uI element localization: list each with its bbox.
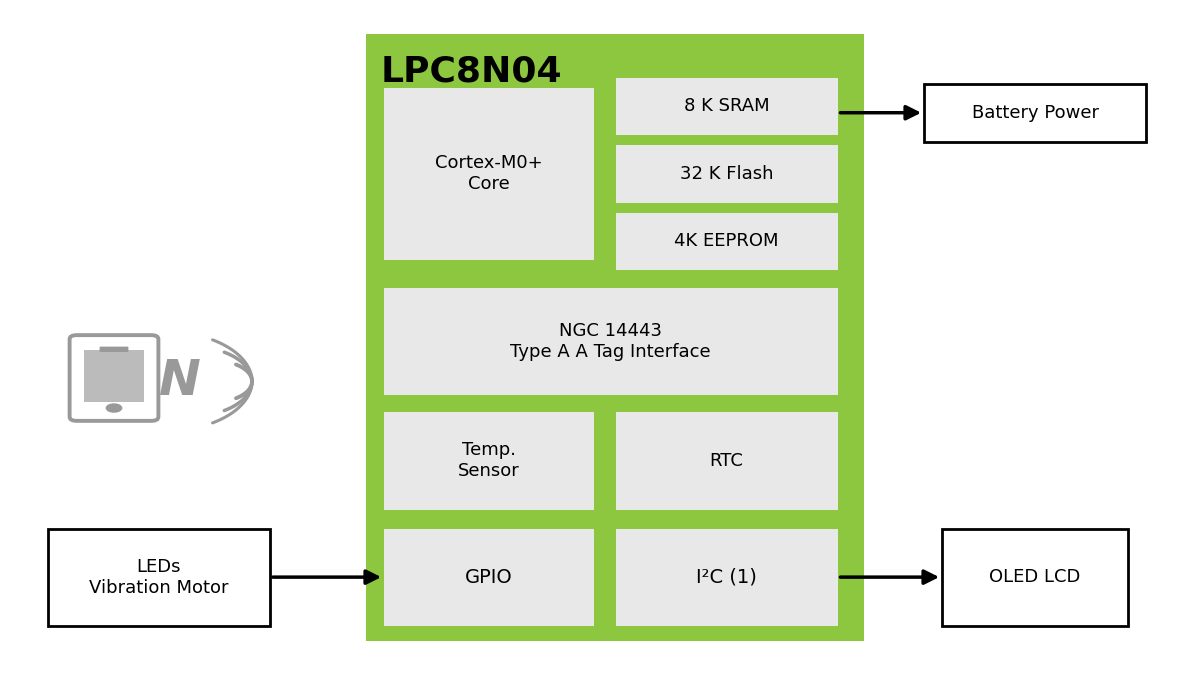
Text: Cortex-M0+
Core: Cortex-M0+ Core	[436, 155, 542, 193]
Bar	[366, 34, 864, 641]
Bar	[942, 529, 1128, 626]
Text: RTC: RTC	[709, 452, 744, 470]
Text: 32 K Flash: 32 K Flash	[680, 165, 773, 183]
Text: I²C (1): I²C (1)	[696, 568, 757, 587]
Text: Battery Power: Battery Power	[972, 104, 1098, 122]
Text: Temp.
Sensor: Temp. Sensor	[458, 441, 520, 480]
Bar	[616, 529, 838, 626]
Text: LEDs
Vibration Motor: LEDs Vibration Motor	[89, 558, 229, 597]
Text: 4K EEPROM: 4K EEPROM	[674, 232, 779, 250]
Text: N: N	[160, 357, 200, 406]
Bar	[616, 78, 838, 135]
Circle shape	[106, 403, 122, 412]
Text: 8 K SRAM: 8 K SRAM	[684, 97, 769, 115]
Bar	[616, 412, 838, 510]
Bar	[384, 412, 594, 510]
Bar	[616, 213, 838, 270]
Bar	[84, 350, 144, 402]
Bar	[48, 529, 270, 626]
Bar	[616, 145, 838, 202]
Bar	[384, 288, 838, 395]
Text: NGC 14443
Type A A Tag Interface: NGC 14443 Type A A Tag Interface	[510, 322, 712, 361]
FancyBboxPatch shape	[70, 335, 158, 421]
FancyBboxPatch shape	[100, 347, 128, 352]
Bar	[384, 88, 594, 260]
Text: OLED LCD: OLED LCD	[989, 568, 1081, 587]
Text: GPIO: GPIO	[466, 568, 512, 587]
Bar	[924, 84, 1146, 142]
Bar	[384, 529, 594, 626]
Text: LPC8N04: LPC8N04	[380, 54, 562, 88]
